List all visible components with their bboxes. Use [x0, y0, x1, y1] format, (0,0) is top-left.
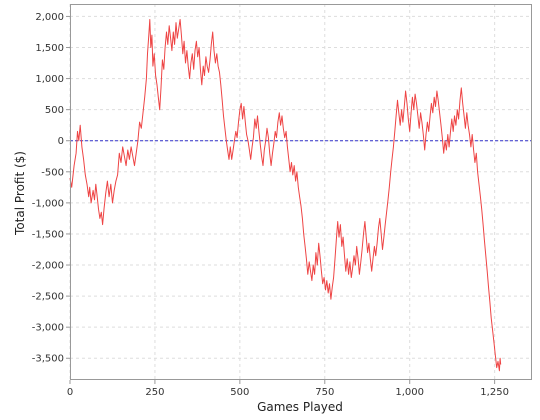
y-tick-label: -500 — [41, 167, 64, 178]
grid-lines — [69, 4, 532, 380]
y-tick-label: -3,000 — [32, 323, 64, 334]
x-tick-label: 500 — [230, 387, 249, 398]
y-tick-label: -1,000 — [32, 198, 64, 209]
y-tick-label: 2,000 — [35, 12, 64, 23]
y-tick-label: -1,500 — [32, 229, 64, 240]
y-tick-label: 500 — [45, 105, 64, 116]
y-tick-label: -2,000 — [32, 261, 64, 272]
x-tick-label: 1,250 — [480, 387, 509, 398]
y-tick-label: -2,500 — [32, 292, 64, 303]
x-tick-label: 1,000 — [395, 387, 424, 398]
tick-marks — [66, 15, 496, 384]
x-axis-label: Games Played — [257, 400, 343, 414]
y-tick-label: 0 — [58, 136, 64, 147]
x-tick-labels: 0 250 500 750 1,000 1,250 — [67, 387, 509, 398]
x-tick-label: 250 — [145, 387, 164, 398]
y-tick-label: 1,500 — [35, 43, 64, 54]
y-tick-label: 1,000 — [35, 74, 64, 85]
y-tick-label: -3,500 — [32, 354, 64, 365]
x-tick-label: 0 — [67, 387, 73, 398]
x-tick-label: 750 — [315, 387, 334, 398]
profit-series-line — [69, 19, 502, 372]
y-axis-label: Total Profit ($) — [13, 151, 27, 236]
series-layer — [69, 19, 502, 372]
y-tick-labels: 2,000 1,500 1,000 500 0 -500 -1,000 -1,500 -2,00… — [32, 12, 64, 365]
plot-frame — [70, 4, 532, 380]
